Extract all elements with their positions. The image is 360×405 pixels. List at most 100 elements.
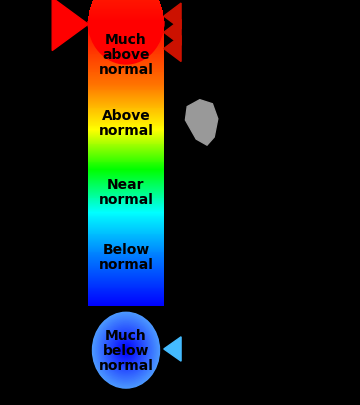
Bar (88, 107, 164, 108)
Bar (88, 239, 164, 240)
Bar (88, 165, 164, 166)
Bar (88, 60, 164, 61)
Bar (93, 2, 159, 3)
Bar (88, 51, 164, 53)
Bar (88, 18, 164, 19)
Bar (88, 27, 164, 28)
Bar (88, 158, 164, 159)
Bar (88, 231, 164, 232)
Bar (88, 175, 164, 176)
Bar (88, 287, 164, 288)
Bar (88, 155, 164, 156)
Bar (88, 241, 164, 243)
Bar (88, 178, 164, 179)
Bar (88, 108, 164, 109)
Bar (88, 57, 164, 58)
Bar (88, 233, 164, 234)
Bar (88, 110, 164, 111)
Bar (88, 48, 164, 49)
Bar (88, 94, 164, 95)
Circle shape (109, 332, 143, 369)
Bar (88, 147, 164, 148)
Bar (93, 1, 159, 2)
Bar (88, 252, 164, 253)
Bar (88, 297, 164, 298)
Bar (88, 228, 164, 229)
Bar (88, 165, 164, 166)
Bar (88, 43, 164, 44)
Circle shape (102, 323, 150, 377)
Bar (88, 294, 164, 295)
Bar (88, 58, 164, 59)
Bar (88, 40, 164, 41)
Circle shape (120, 344, 132, 357)
Polygon shape (164, 337, 181, 361)
Bar (91, 7, 161, 8)
Bar (88, 254, 164, 255)
Bar (88, 305, 164, 306)
Bar (88, 118, 164, 119)
Bar (88, 38, 164, 39)
Bar (88, 100, 164, 101)
Bar (88, 128, 164, 129)
Bar (88, 49, 164, 50)
Bar (88, 77, 164, 78)
Bar (88, 126, 164, 127)
Circle shape (119, 343, 133, 358)
Circle shape (97, 318, 155, 383)
Bar (88, 53, 164, 54)
Bar (88, 291, 164, 292)
Bar (88, 282, 164, 283)
Circle shape (112, 334, 140, 367)
Bar (88, 289, 164, 290)
Bar (88, 72, 164, 73)
Bar (88, 62, 164, 63)
Bar (88, 43, 164, 44)
Bar (88, 265, 164, 266)
Bar (88, 189, 164, 190)
Bar (88, 83, 164, 84)
Bar (88, 76, 164, 77)
Bar (88, 152, 164, 153)
Bar (88, 146, 164, 147)
Bar (88, 134, 164, 135)
Bar (88, 290, 164, 291)
Bar (88, 132, 164, 133)
Bar (88, 284, 164, 285)
Bar (88, 66, 164, 67)
Bar (88, 215, 164, 216)
Circle shape (99, 320, 153, 381)
Bar (88, 25, 164, 26)
Bar (88, 68, 164, 70)
Bar (88, 99, 164, 100)
Bar (88, 244, 164, 245)
Bar (88, 267, 164, 268)
Bar (88, 109, 164, 110)
Bar (88, 149, 164, 150)
Text: Near
normal: Near normal (99, 178, 153, 207)
Bar (88, 172, 164, 173)
Circle shape (120, 343, 132, 357)
Bar (88, 102, 164, 104)
Bar (88, 168, 164, 169)
Bar (88, 258, 164, 260)
Text: Much
below
normal: Much below normal (99, 328, 153, 372)
Circle shape (94, 314, 158, 387)
Bar (88, 135, 164, 136)
Bar (88, 241, 164, 243)
Bar (88, 218, 164, 219)
Bar (91, 4, 161, 5)
Bar (88, 213, 164, 214)
Bar (88, 42, 164, 43)
Bar (88, 40, 164, 41)
Bar (88, 22, 164, 23)
Circle shape (123, 347, 129, 354)
Bar (88, 277, 164, 278)
Circle shape (110, 333, 142, 368)
Bar (88, 31, 164, 32)
Bar (88, 141, 164, 142)
Bar (88, 262, 164, 263)
Bar (88, 201, 164, 202)
Bar (88, 75, 164, 76)
Bar (88, 127, 164, 128)
